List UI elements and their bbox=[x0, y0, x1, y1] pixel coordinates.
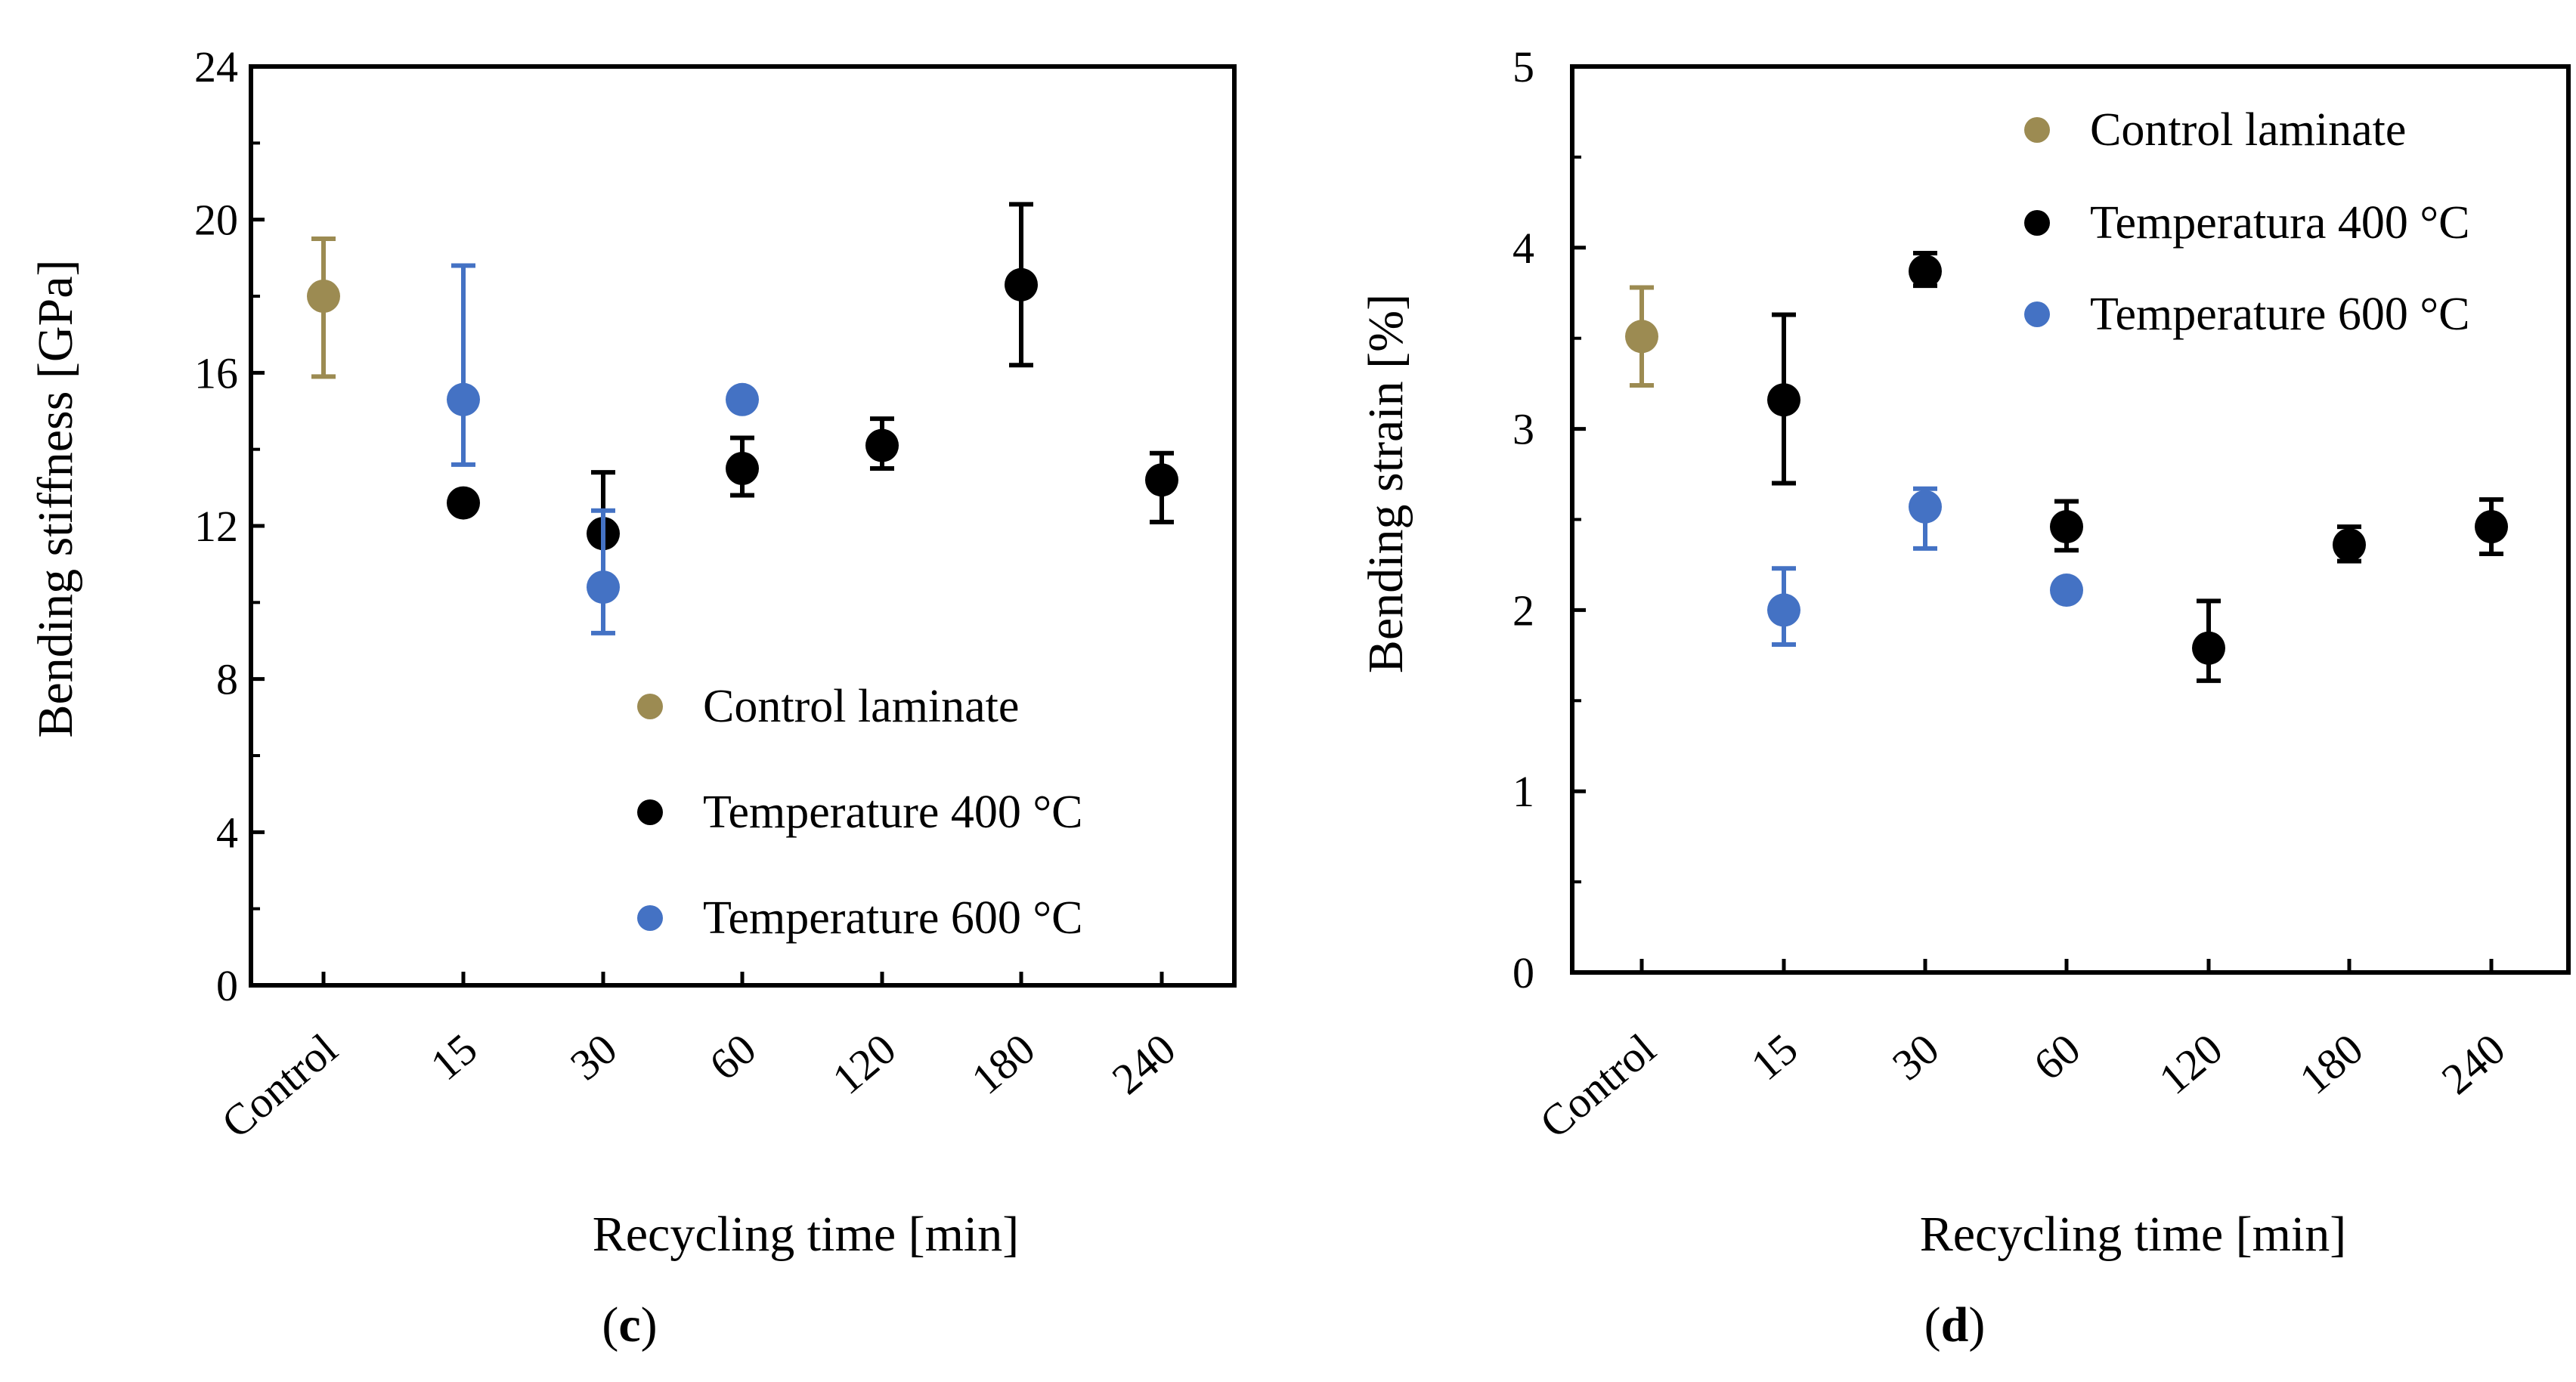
data-point bbox=[865, 428, 899, 462]
y-tick-label: 20 bbox=[194, 196, 238, 245]
data-point bbox=[1145, 463, 1178, 497]
y-tick-label: 4 bbox=[1512, 224, 1534, 273]
data-point bbox=[587, 570, 620, 604]
series-temperatura-400-c bbox=[1767, 250, 2508, 683]
x-tick-label: 180 bbox=[962, 1024, 1044, 1104]
x-tick-label: 240 bbox=[1103, 1024, 1184, 1104]
data-point bbox=[1767, 593, 1800, 627]
series-control-laminate bbox=[1625, 285, 1658, 388]
series-temperature-600-c bbox=[447, 263, 759, 635]
y-tick-label: 12 bbox=[194, 502, 238, 551]
legend-marker bbox=[2024, 210, 2050, 236]
x-tick-label: 180 bbox=[2290, 1024, 2372, 1104]
panel-label-part: ) bbox=[1968, 1297, 1985, 1353]
data-point bbox=[2192, 631, 2225, 665]
y-tick-label: 16 bbox=[194, 348, 238, 397]
data-point bbox=[1909, 490, 1942, 524]
panel-label: (d) bbox=[1924, 1297, 1986, 1353]
legend-label: Control laminate bbox=[2090, 104, 2406, 156]
panel-label-part: c bbox=[618, 1297, 640, 1353]
data-point bbox=[1767, 383, 1800, 417]
legend-label: Control laminate bbox=[703, 681, 1019, 732]
x-tick-label: Control bbox=[212, 1024, 347, 1148]
y-tick-label: 2 bbox=[1512, 586, 1534, 635]
x-axis-title: Recycling time [min] bbox=[1920, 1207, 2347, 1262]
legend-marker bbox=[2024, 117, 2050, 143]
chart-panel-c: 0 4 8 12 16 20 24 Control 15 30 60 120 180 240 Bending… bbox=[28, 42, 1237, 1353]
x-tick-label: 30 bbox=[561, 1024, 626, 1090]
data-point bbox=[2333, 528, 2366, 562]
x-tick-label: 30 bbox=[1883, 1024, 1948, 1090]
y-tick-label: 4 bbox=[216, 808, 238, 857]
y-tick-label: 8 bbox=[216, 655, 238, 704]
x-tick-label: 120 bbox=[823, 1024, 905, 1104]
y-tick-label: 0 bbox=[216, 961, 238, 1010]
legend: Control laminate Temperature 400 °C Temper… bbox=[637, 681, 1083, 944]
legend-label: Temperature 600 °C bbox=[2090, 289, 2470, 340]
data-point bbox=[1909, 254, 1942, 288]
legend-marker bbox=[637, 694, 663, 719]
series-temperature-400-c bbox=[447, 202, 1178, 594]
legend-label: Temperature 600 °C bbox=[703, 892, 1083, 944]
panel-label-part: ( bbox=[602, 1297, 618, 1353]
y-axis-title: Bending strain [%] bbox=[1358, 294, 1413, 673]
data-point bbox=[1625, 320, 1658, 354]
data-point bbox=[726, 382, 759, 416]
data-point bbox=[447, 486, 480, 520]
panel-label-part: d bbox=[1941, 1297, 1969, 1353]
y-tick-label: 5 bbox=[1512, 42, 1534, 91]
data-point bbox=[447, 382, 480, 416]
panel-label: (c) bbox=[602, 1297, 657, 1353]
y-axis-title: Bending stiffness [GPa] bbox=[28, 259, 83, 737]
panel-label-part: ( bbox=[1924, 1297, 1941, 1353]
chart-panel-d: 0 1 2 3 4 5 Control 15 30 60 120 180 240 Bending stra… bbox=[1358, 42, 2571, 1353]
data-point bbox=[307, 280, 340, 313]
y-tick-label: 0 bbox=[1512, 948, 1534, 997]
legend-label: Temperatura 400 °C bbox=[2090, 197, 2470, 249]
data-point bbox=[2475, 510, 2508, 544]
x-tick-label: 60 bbox=[2024, 1024, 2089, 1090]
legend-label: Temperature 400 °C bbox=[703, 787, 1083, 838]
data-point bbox=[2050, 574, 2083, 608]
data-point bbox=[2050, 510, 2083, 544]
x-tick-label: Control bbox=[1531, 1024, 1665, 1148]
legend-marker bbox=[637, 905, 663, 931]
x-tick-label: 120 bbox=[2150, 1024, 2231, 1104]
x-tick-label: 60 bbox=[700, 1024, 765, 1090]
panel-label-part: ) bbox=[641, 1297, 658, 1353]
x-tick-label: 15 bbox=[1742, 1024, 1807, 1090]
x-tick-label: 240 bbox=[2432, 1024, 2514, 1104]
series-control-laminate bbox=[307, 237, 340, 379]
legend-marker bbox=[2024, 301, 2050, 327]
data-point bbox=[726, 452, 759, 485]
series-temperature-600-c bbox=[1767, 486, 2083, 647]
legend: Control laminate Temperatura 400 °C Temper… bbox=[2024, 104, 2470, 340]
y-tick-label: 3 bbox=[1512, 405, 1534, 454]
data-point bbox=[1005, 267, 1038, 301]
plot-frame bbox=[249, 64, 1237, 988]
y-tick-label: 1 bbox=[1512, 767, 1534, 816]
x-axis-title: Recycling time [min] bbox=[593, 1207, 1020, 1262]
y-tick-label: 24 bbox=[194, 42, 238, 91]
x-tick-label: 15 bbox=[421, 1024, 486, 1090]
legend-marker bbox=[637, 799, 663, 825]
